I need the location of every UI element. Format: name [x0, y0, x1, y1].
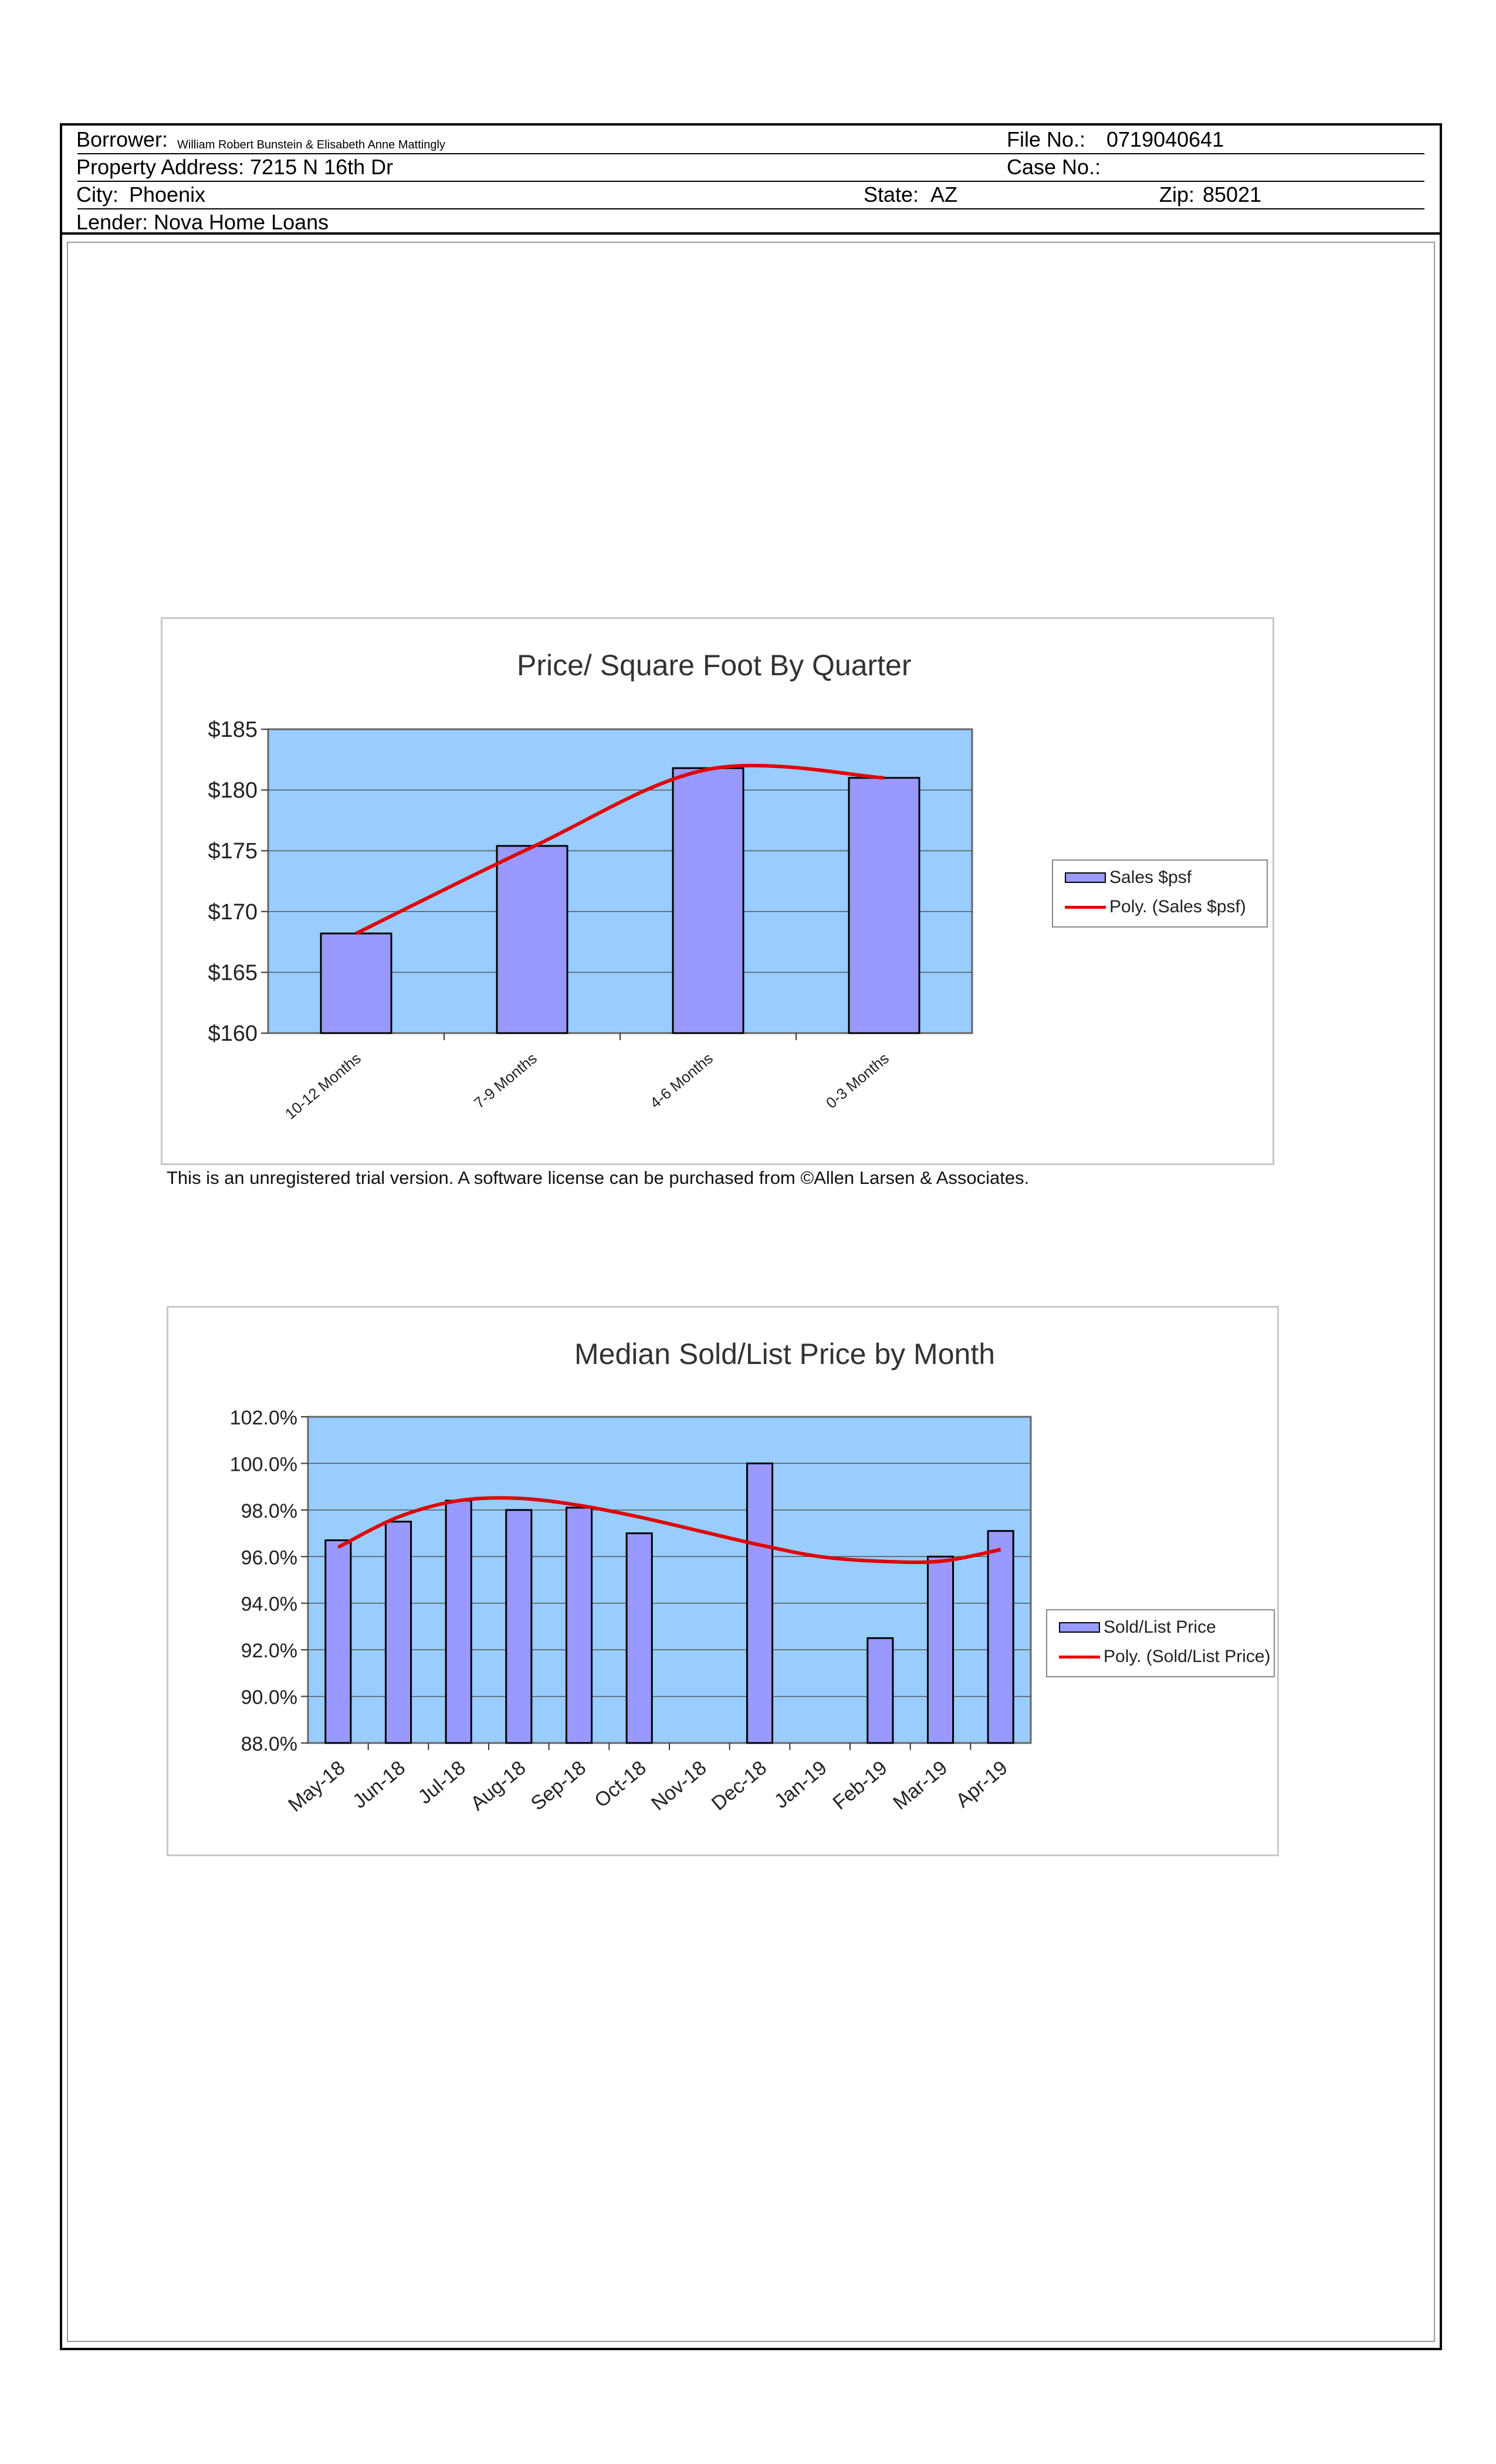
y-tick-label: 100.0% [230, 1453, 297, 1475]
legend-bar-swatch [1065, 872, 1106, 883]
x-tick-label: Aug-18 [466, 1756, 530, 1815]
header-row-city: City: Phoenix State: AZ Zip: 85021 [62, 181, 1440, 208]
header-divider [77, 153, 1424, 154]
city-label: City: [76, 182, 119, 207]
y-tick-label: $165 [208, 960, 258, 985]
trial-version-note: This is an unregistered trial version. A… [167, 1167, 1030, 1188]
x-tick-label: Nov-18 [647, 1756, 710, 1815]
header-row-borrower: Borrower: William Robert Bunstein & Elis… [62, 126, 1440, 153]
chart-legend: Sales $psf Poly. (Sales $psf) [1052, 859, 1268, 928]
x-tick-label: Jul-18 [414, 1756, 469, 1809]
property-value: 7215 N 16th Dr [250, 155, 394, 179]
x-tick-label: 10-12 Months [282, 1050, 364, 1123]
file-header: Borrower: William Robert Bunstein & Elis… [60, 123, 1442, 235]
city-value: Phoenix [129, 182, 206, 207]
bar [496, 845, 568, 1034]
bar [987, 1530, 1014, 1744]
bar [926, 1555, 955, 1744]
y-tick-label: 96.0% [241, 1546, 297, 1569]
x-tick-label: Feb-19 [829, 1756, 892, 1814]
legend-item-trend: Poly. (Sold/List Price) [1059, 1647, 1271, 1667]
state-value: AZ [930, 182, 958, 207]
y-tick-label: 102.0% [230, 1407, 297, 1429]
trend-line [355, 763, 885, 935]
chart-legend: Sold/List Price Poly. (Sold/List Price) [1046, 1609, 1275, 1677]
x-tick-label: 0-3 Months [823, 1050, 892, 1112]
legend-bar-swatch [1059, 1622, 1100, 1633]
file-no-label: File No.: [1007, 127, 1086, 151]
y-tick-label: 98.0% [241, 1500, 297, 1522]
zip-value: 85021 [1203, 182, 1262, 207]
y-tick-label: $175 [208, 839, 258, 864]
bar [505, 1509, 533, 1744]
chart-title: Price/ Square Foot By Quarter [517, 649, 912, 682]
x-tick-label: 4-6 Months [647, 1050, 716, 1112]
legend-label: Poly. (Sold/List Price) [1104, 1647, 1271, 1666]
bar [625, 1532, 653, 1744]
bar [672, 767, 744, 1034]
header-divider [77, 208, 1424, 209]
y-tick-label: 88.0% [241, 1733, 297, 1755]
bar [324, 1539, 352, 1744]
y-tick-label: 92.0% [241, 1640, 297, 1662]
x-tick-label: Sep-18 [527, 1756, 590, 1815]
x-tick-label: Jun-18 [348, 1756, 409, 1813]
price-per-sqft-plot: $185 $180 $175 $170 $165 $160 10-12 Months 7-9 … [208, 717, 973, 1123]
legend-label: Sold/List Price [1104, 1617, 1216, 1637]
content-area [67, 242, 1435, 2342]
x-tick-label: Jan-19 [770, 1756, 831, 1813]
x-tick-label: 7-9 Months [471, 1050, 540, 1112]
trend-line [337, 1496, 1001, 1565]
property-label: Property Address: [76, 155, 245, 179]
bar [384, 1521, 412, 1744]
price-per-sqft-chart: Price/ Square Foot By Quarter $185 $180 $1… [161, 617, 1274, 1165]
bar [320, 932, 392, 1034]
legend-trend-swatch [1065, 905, 1106, 909]
bar [867, 1637, 894, 1744]
legend-item-trend: Poly. (Sales $psf) [1065, 897, 1246, 917]
page-frame [60, 233, 1442, 2350]
y-tick-label: $185 [208, 717, 258, 742]
bar [746, 1462, 774, 1744]
header-divider [77, 181, 1424, 182]
y-tick-label: $160 [208, 1021, 258, 1046]
y-tick-label: 94.0% [241, 1593, 297, 1616]
x-tick-label: Apr-19 [952, 1756, 1012, 1812]
lender-label: Lender: [76, 210, 148, 234]
plot-area [307, 1416, 1032, 1744]
x-tick-label: Dec-18 [708, 1756, 771, 1815]
y-tick-label: $170 [208, 900, 258, 925]
bar [848, 777, 920, 1034]
legend-label: Sales $psf [1109, 868, 1192, 887]
state-label: State: [864, 182, 919, 207]
legend-label: Poly. (Sales $psf) [1109, 897, 1246, 916]
header-row-lender: Lender: Nova Home Loans [62, 208, 1440, 236]
borrower-label: Borrower: [76, 127, 168, 151]
y-tick-label: $180 [208, 779, 258, 803]
sold-list-price-chart: Median Sold/List Price by Month 102.0% 10… [167, 1306, 1279, 1856]
zip-label: Zip: [1159, 182, 1195, 207]
x-tick-label: May-18 [284, 1756, 349, 1816]
file-no-value: 0719040641 [1106, 127, 1224, 151]
header-row-property: Property Address: 7215 N 16th Dr Case No… [62, 153, 1440, 181]
bar [445, 1500, 472, 1744]
legend-item-bars: Sales $psf [1065, 868, 1192, 888]
x-tick-label: Oct-18 [590, 1756, 651, 1812]
legend-trend-swatch [1059, 1655, 1100, 1659]
y-tick-label: 90.0% [241, 1687, 297, 1709]
legend-item-bars: Sold/List Price [1059, 1617, 1216, 1637]
sold-list-price-plot: 102.0% 100.0% 98.0% 96.0% 94.0% 92.0% 90.0% 88.… [230, 1407, 1032, 1816]
case-no-label: Case No.: [1007, 155, 1101, 179]
chart-title: Median Sold/List Price by Month [574, 1338, 996, 1370]
x-tick-label: Mar-19 [889, 1756, 952, 1814]
borrower-value: William Robert Bunstein & Elisabeth Anne… [177, 138, 445, 151]
lender-value: Nova Home Loans [154, 210, 329, 234]
bar [565, 1507, 593, 1744]
